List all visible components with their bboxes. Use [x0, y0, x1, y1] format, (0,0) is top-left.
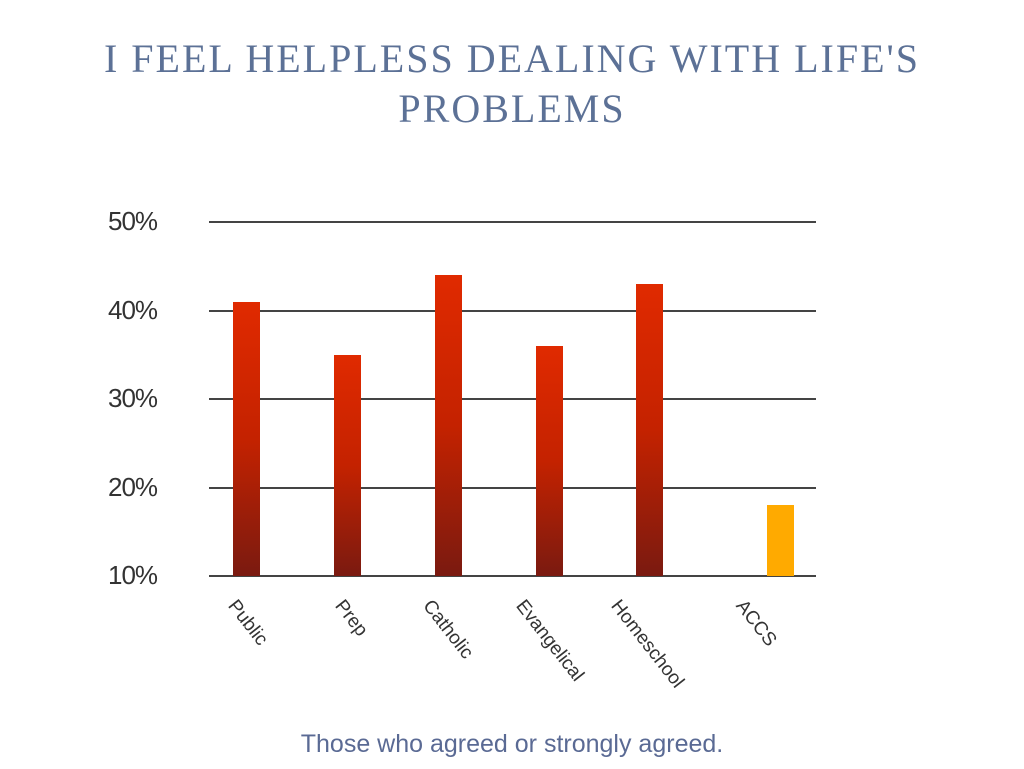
- y-tick-label: 20%: [108, 472, 158, 502]
- y-tick-label: 30%: [108, 383, 158, 413]
- gridline-50: [209, 221, 816, 223]
- x-axis-line: [209, 575, 816, 577]
- bar-evangelical: [536, 345, 563, 576]
- x-tick-label: Evangelical: [511, 596, 588, 686]
- bar-accs: [767, 505, 794, 576]
- x-tick-label: Public: [223, 596, 272, 650]
- x-tick-label: Homeschool: [606, 596, 689, 693]
- x-tick-label: ACCS: [731, 596, 781, 651]
- x-tick-label: Prep: [330, 596, 372, 641]
- bar-public: [233, 301, 260, 576]
- y-tick-label: 40%: [108, 295, 158, 325]
- bar-prep: [334, 354, 361, 576]
- y-tick-label: 10%: [108, 560, 158, 590]
- bar-catholic: [435, 275, 462, 576]
- chart-caption: Those who agreed or strongly agreed.: [300, 730, 724, 758]
- x-tick-label: Catholic: [418, 596, 478, 664]
- bar-homeschool: [636, 283, 663, 576]
- gridline-40: [209, 310, 816, 312]
- gridline-30: [209, 398, 816, 400]
- chart-title: I FEEL HELPLESS DEALING WITH LIFE'S PROB…: [103, 36, 921, 131]
- gridline-20: [209, 487, 816, 489]
- y-tick-label: 50%: [108, 206, 158, 236]
